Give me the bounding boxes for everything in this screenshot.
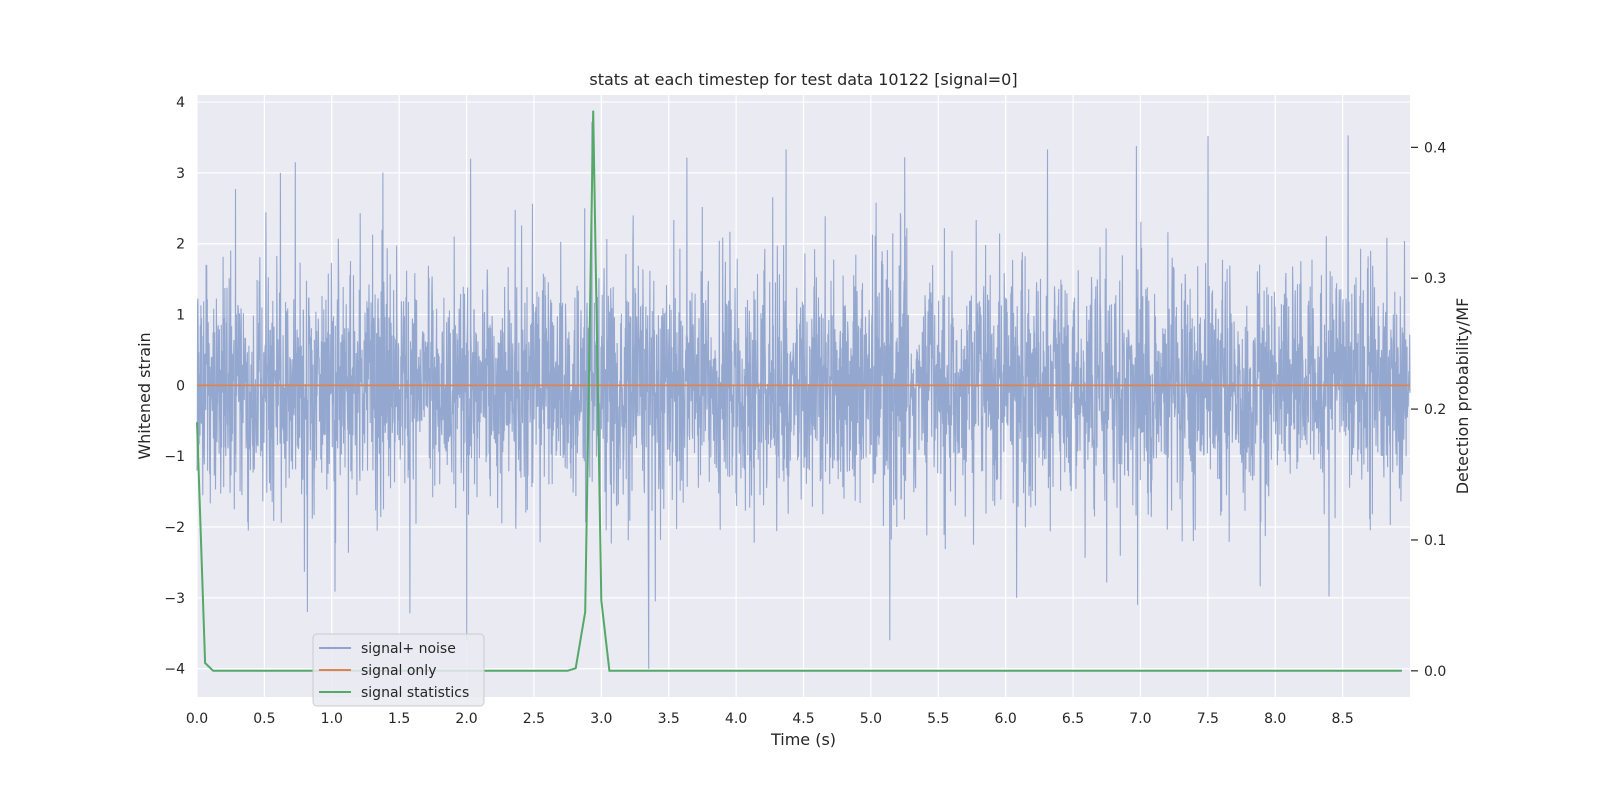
y-tick-label: 4 [176, 95, 185, 111]
x-tick-label: 2.0 [455, 711, 477, 727]
y-tick-label: 3 [176, 166, 185, 182]
x-tick-label: 5.0 [860, 711, 882, 727]
y2-tick-label: 0.0 [1424, 664, 1446, 680]
legend-label-signal-statistics: signal statistics [361, 685, 469, 701]
x-tick-label: 5.5 [927, 711, 949, 727]
series-signal-noise [196, 121, 1411, 669]
y2-axis-title: Detection probability/MF [1453, 298, 1472, 495]
legend: signal+ noise signal only signal statist… [312, 633, 485, 707]
legend-label-signal-noise: signal+ noise [361, 641, 456, 657]
y-tick-label: −4 [164, 662, 185, 678]
x-tick-label: 6.0 [995, 711, 1017, 727]
x-tick-label: 2.5 [523, 711, 545, 727]
y-tick-label: −2 [164, 520, 185, 536]
y-axis-title: Whitened strain [135, 332, 154, 459]
x-tick-label: 8.5 [1331, 711, 1353, 727]
x-tick-label: 1.5 [388, 711, 410, 727]
y2-tick-label: 0.1 [1424, 533, 1446, 549]
chart-title: stats at each timestep for test data 101… [589, 70, 1017, 89]
x-tick-label: 1.0 [321, 711, 343, 727]
x-tick-label: 3.5 [658, 711, 680, 727]
x-tick-label: 0.0 [186, 711, 208, 727]
x-tick-label: 0.5 [253, 711, 275, 727]
axes: 0.0 0.5 1.0 1.5 2.0 2.5 3.0 3.5 4.0 4.5 5.0 5.5 6.0 6… [164, 95, 1446, 727]
x-axis-title: Time (s) [770, 730, 836, 749]
y2-tick-label: 0.2 [1424, 402, 1446, 418]
y-tick-label: 2 [176, 237, 185, 253]
x-tick-label: 4.0 [725, 711, 747, 727]
x-tick-label: 4.5 [792, 711, 814, 727]
y-tick-label: 0 [176, 378, 185, 394]
legend-box [312, 633, 485, 707]
x-tick-label: 8.0 [1264, 711, 1286, 727]
x-tick-label: 7.5 [1197, 711, 1219, 727]
y2-tick-label: 0.3 [1424, 271, 1446, 287]
series-signal-statistics [196, 110, 1402, 672]
legend-label-signal-only: signal only [361, 663, 436, 679]
y2-tick-label: 0.4 [1424, 140, 1446, 156]
x-tick-label: 7.0 [1129, 711, 1151, 727]
y-tick-label: 1 [176, 308, 185, 324]
series-line-signal-statistics [196, 110, 1402, 672]
x-tick-label: 6.5 [1062, 711, 1084, 727]
x-tick-label: 3.0 [590, 711, 612, 727]
y-tick-label: −3 [164, 591, 185, 607]
series-line-signal-noise [196, 121, 1411, 669]
y-tick-label: −1 [164, 449, 185, 465]
